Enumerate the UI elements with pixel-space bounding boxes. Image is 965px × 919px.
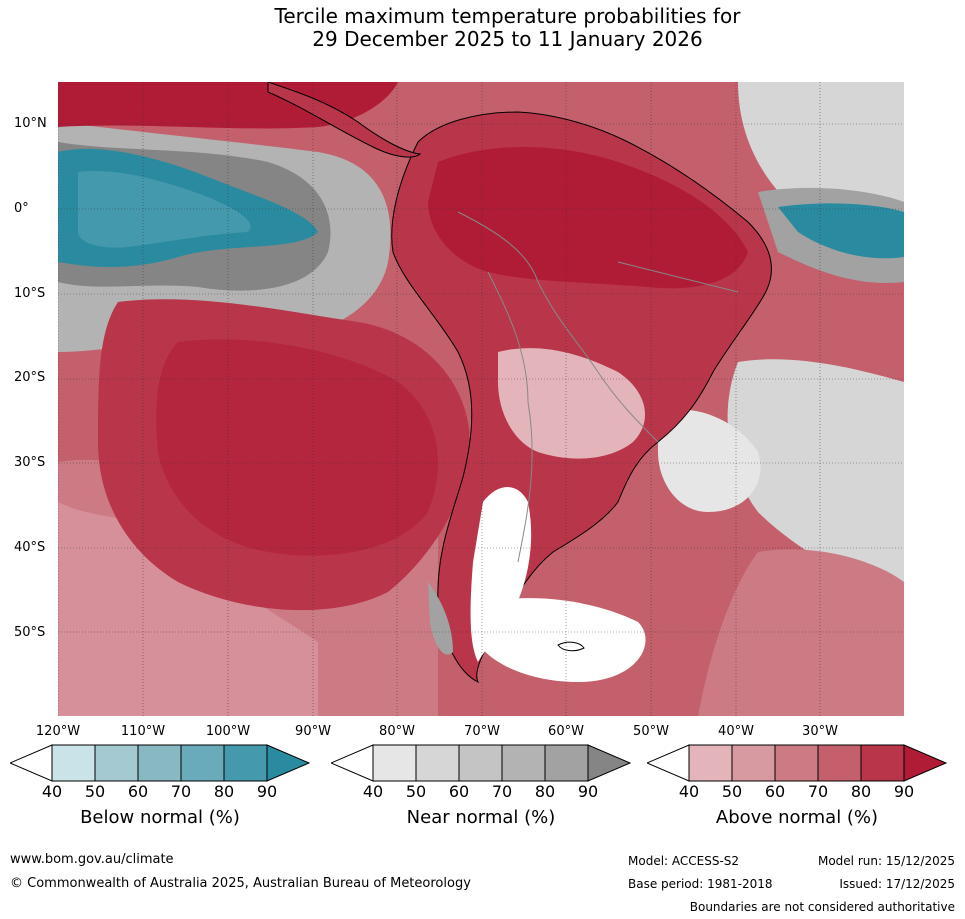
above-colorbar-high-arrow (903, 744, 947, 782)
falkland-islands (557, 641, 585, 652)
far-south-atlantic-above (698, 549, 904, 716)
footer-issued: Issued: 17/12/2025 (839, 877, 955, 891)
south-atlantic-light-grey (658, 409, 761, 512)
lon-label-90w: 90°W (295, 724, 331, 739)
above-swatch-40 (688, 744, 733, 782)
patagonia-white-region (478, 598, 646, 682)
east-pacific-strong-core (156, 339, 438, 556)
country-boundaries (457, 211, 739, 563)
south-atlantic-near-normal (727, 359, 904, 602)
near-tick-50: 50 (405, 782, 427, 801)
near-swatch-80 (544, 744, 589, 782)
lon-label-110w: 110°W (120, 724, 166, 739)
below-normal-colorbar (10, 744, 310, 782)
amazon-above-normal-strong (428, 147, 748, 289)
below-tick-50: 50 (84, 782, 106, 801)
below-colorbar-low-arrow (10, 744, 53, 782)
near-colorbar-high-arrow (587, 744, 631, 782)
map-gridlines (58, 82, 904, 716)
title-line-1: Tercile maximum temperature probabilitie… (274, 4, 741, 28)
near-swatch-50 (415, 744, 460, 782)
footer-base-period: Base period: 1981-2018 (628, 877, 773, 891)
map-canvas (58, 82, 904, 716)
near-swatch-60 (458, 744, 503, 782)
above-tick-80: 80 (850, 782, 872, 801)
above-swatch-50 (731, 744, 776, 782)
below-normal-title: Below normal (%) (80, 807, 240, 828)
above-swatch-80 (860, 744, 905, 782)
below-swatch-80 (223, 744, 268, 782)
below-swatch-70 (180, 744, 225, 782)
lon-label-120w: 120°W (35, 724, 81, 739)
lon-label-100w: 100°W (205, 724, 251, 739)
below-tick-40: 40 (41, 782, 63, 801)
near-tick-90: 90 (577, 782, 599, 801)
near-swatch-70 (501, 744, 546, 782)
lat-label-20s: 20°S (14, 370, 46, 385)
chile-fjords-grey (428, 582, 453, 655)
above-tick-50: 50 (721, 782, 743, 801)
north-pacific-above-normal (58, 82, 398, 129)
footer-model: Model: ACCESS-S2 (628, 854, 740, 868)
below-swatch-60 (137, 744, 182, 782)
above-swatch-60 (774, 744, 819, 782)
atlantic-below-normal-region (778, 203, 904, 259)
above-tick-90: 90 (893, 782, 915, 801)
below-tick-90: 90 (256, 782, 278, 801)
below-tick-60: 60 (127, 782, 149, 801)
footer-url[interactable]: www.bom.gov.au/climate (10, 852, 174, 867)
south-pacific-light-region (58, 502, 318, 716)
lon-label-50w: 50°W (633, 724, 669, 739)
lon-label-60w: 60°W (548, 724, 584, 739)
near-tick-60: 60 (448, 782, 470, 801)
probability-map (58, 82, 904, 716)
title-line-2: 29 December 2025 to 11 January 2026 (312, 27, 703, 51)
below-tick-80: 80 (213, 782, 235, 801)
lat-label-30s: 30°S (14, 455, 46, 470)
central-america (267, 82, 422, 158)
below-swatch-50 (94, 744, 139, 782)
lon-label-80w: 80°W (379, 724, 415, 739)
central-south-america-light (498, 348, 645, 459)
lon-label-40w: 40°W (718, 724, 754, 739)
above-tick-70: 70 (807, 782, 829, 801)
pacific-below-normal-inner (78, 171, 251, 248)
map-title: Tercile maximum temperature probabilitie… (0, 5, 965, 51)
below-swatch-40 (51, 744, 96, 782)
near-normal-colorbar (331, 744, 631, 782)
near-swatch-40 (372, 744, 417, 782)
andes-white-strip (470, 487, 532, 662)
footer-model-run: Model run: 15/12/2025 (817, 854, 955, 868)
below-colorbar-high-arrow (266, 744, 310, 782)
below-tick-70: 70 (170, 782, 192, 801)
near-tick-70: 70 (491, 782, 513, 801)
near-tick-40: 40 (362, 782, 384, 801)
lat-label-40s: 40°S (14, 540, 46, 555)
near-normal-title: Near normal (%) (406, 807, 556, 828)
footer-disclaimer: Boundaries are not considered authoritat… (689, 900, 955, 914)
above-normal-title: Above normal (%) (715, 807, 879, 828)
lat-label-10s: 10°S (14, 286, 46, 301)
above-tick-60: 60 (764, 782, 786, 801)
lat-label-0: 0° (14, 201, 29, 216)
lat-label-10n: 10°N (14, 116, 47, 131)
above-swatch-70 (817, 744, 862, 782)
above-tick-40: 40 (678, 782, 700, 801)
near-tick-80: 80 (534, 782, 556, 801)
above-colorbar-low-arrow (647, 744, 690, 782)
footer-copyright: © Commonwealth of Australia 2025, Austra… (10, 876, 471, 891)
near-colorbar-low-arrow (331, 744, 374, 782)
lon-label-70w: 70°W (464, 724, 500, 739)
lat-label-50s: 50°S (14, 625, 46, 640)
lon-label-30w: 30°W (802, 724, 838, 739)
above-normal-colorbar (647, 744, 947, 782)
